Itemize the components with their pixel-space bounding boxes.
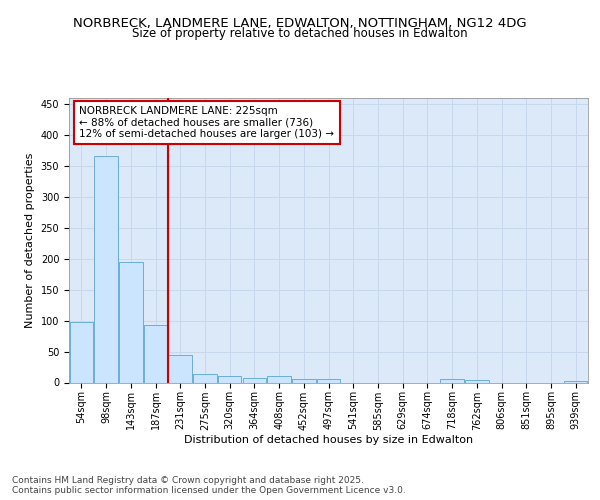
Bar	[440, 380, 464, 382]
Bar	[292, 379, 316, 382]
Text: NORBRECK, LANDMERE LANE, EDWALTON, NOTTINGHAM, NG12 4DG: NORBRECK, LANDMERE LANE, EDWALTON, NOTTI…	[73, 18, 527, 30]
Bar	[242, 378, 266, 382]
Text: NORBRECK LANDMERE LANE: 225sqm
← 88% of detached houses are smaller (736)
12% of: NORBRECK LANDMERE LANE: 225sqm ← 88% of …	[79, 106, 334, 140]
X-axis label: Distribution of detached houses by size in Edwalton: Distribution of detached houses by size …	[184, 435, 473, 445]
Text: Contains HM Land Registry data © Crown copyright and database right 2025.
Contai: Contains HM Land Registry data © Crown c…	[12, 476, 406, 495]
Bar	[70, 322, 93, 382]
Bar	[218, 376, 241, 382]
Y-axis label: Number of detached properties: Number of detached properties	[25, 152, 35, 328]
Bar	[144, 325, 167, 382]
Bar	[193, 374, 217, 382]
Bar	[465, 380, 488, 382]
Bar	[94, 156, 118, 382]
Bar	[268, 376, 291, 382]
Bar	[119, 262, 143, 382]
Text: Size of property relative to detached houses in Edwalton: Size of property relative to detached ho…	[132, 28, 468, 40]
Bar	[317, 379, 340, 382]
Bar	[564, 380, 587, 382]
Bar	[169, 354, 192, 382]
